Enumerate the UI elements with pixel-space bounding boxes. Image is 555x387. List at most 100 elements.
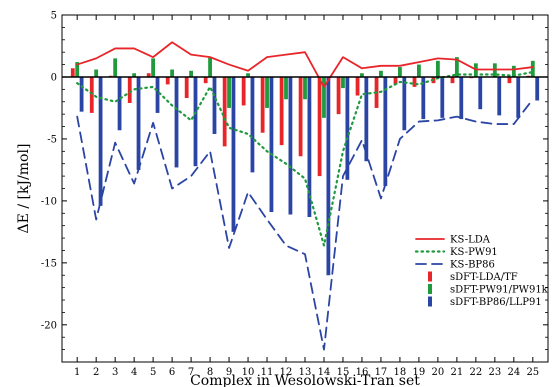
x-tick-label-15: 15: [337, 367, 350, 378]
bar-3-13: [307, 76, 312, 218]
bar-1-2: [89, 76, 94, 113]
x-tick-label-21: 21: [451, 367, 464, 378]
bar-1-5: [146, 73, 151, 77]
x-tick-label-24: 24: [507, 367, 520, 378]
x-tick-label-2: 2: [93, 367, 99, 378]
bar-2-14: [322, 76, 326, 118]
bar-2-7: [189, 70, 193, 77]
x-tick-label-10: 10: [242, 367, 255, 378]
x-tick-label-17: 17: [375, 367, 388, 378]
bar-3-16: [364, 76, 369, 162]
x-tick-label-12: 12: [280, 367, 293, 378]
bar-1-16: [355, 76, 360, 96]
x-tick-label-23: 23: [488, 367, 501, 378]
bar-2-13: [303, 76, 307, 100]
x-tick-label-3: 3: [112, 367, 118, 378]
x-tick-label-14: 14: [318, 367, 331, 378]
bar-3-25: [535, 76, 540, 101]
x-tick-label-4: 4: [131, 367, 137, 378]
bar-2-21: [454, 57, 459, 77]
line-series-3: [76, 98, 534, 351]
bar-3-20: [440, 76, 445, 118]
bar-2-24: [511, 65, 516, 77]
y-tick-label-4: -10: [41, 196, 57, 207]
bar-2-16: [360, 73, 364, 77]
bar-2-25: [530, 60, 535, 77]
bar-2-11: [265, 76, 269, 108]
x-tick-label-6: 6: [169, 367, 175, 378]
bar-3-22: [478, 76, 483, 110]
bar-3-8: [212, 76, 217, 134]
bar-3-4: [136, 76, 141, 170]
x-tick-label-20: 20: [432, 367, 445, 378]
bar-2-17: [379, 70, 383, 77]
bar-2-10: [246, 73, 250, 77]
bar-3-5: [155, 76, 160, 113]
bar-3-14: [326, 76, 331, 276]
bar-2-9: [227, 76, 231, 108]
bar-2-3: [113, 58, 118, 77]
x-tick-label-19: 19: [413, 367, 426, 378]
x-tick-label-5: 5: [150, 367, 156, 378]
line-series-1: [76, 41, 534, 88]
bar-3-23: [497, 76, 502, 116]
legend-label-bar-3: sDFT-BP86/LLP91: [450, 297, 542, 308]
bar-2-4: [132, 73, 137, 77]
bar-2-12: [284, 76, 288, 100]
bar-3-6: [174, 76, 179, 168]
bar-1-18: [393, 76, 398, 85]
bar-3-12: [288, 76, 293, 215]
bar-3-19: [421, 76, 426, 120]
bar-1-9: [222, 76, 227, 147]
bar-series-3: [79, 76, 540, 276]
bar-2-2: [94, 69, 99, 77]
bar-2-15: [341, 76, 345, 89]
y-tick-label-2: 0: [51, 72, 57, 83]
bar-3-9: [231, 76, 236, 232]
bar-3-18: [402, 76, 407, 131]
bar-3-2: [98, 76, 103, 206]
x-tick-label-8: 8: [207, 367, 213, 378]
bar-3-1: [79, 76, 84, 112]
bar-1-14: [317, 76, 322, 177]
plot-area: [70, 41, 540, 351]
bar-3-15: [345, 76, 350, 180]
x-tick-label-1: 1: [74, 367, 80, 378]
bar-1-1: [70, 68, 75, 77]
y-axis-label: ΔE / [kJ/mol]: [16, 144, 32, 234]
axes: 50-5-10-15-201 2 3 4 5 6 7 8 9 10 11 12 13 14 15 16 17 18…: [41, 11, 549, 378]
legend-label-bar-2: sDFT-PW91/PW91k: [450, 285, 549, 296]
bar-3-3: [117, 76, 122, 131]
bar-1-11: [260, 76, 265, 133]
bar-1-12: [279, 76, 284, 146]
legend-swatch-bar-3: [428, 296, 432, 307]
bar-1-13: [298, 76, 303, 157]
bar-1-8: [203, 76, 208, 84]
bar-1-7: [184, 76, 189, 99]
y-tick-label-3: -5: [47, 134, 57, 145]
bar-2-19: [417, 64, 421, 77]
bar-3-10: [250, 76, 255, 173]
y-tick-label-6: -20: [41, 320, 57, 331]
x-tick-label-18: 18: [394, 367, 407, 378]
bar-1-21: [450, 76, 455, 84]
y-tick-label-5: -15: [41, 258, 57, 269]
x-tick-label-11: 11: [261, 367, 274, 378]
x-tick-label-13: 13: [299, 367, 312, 378]
bar-3-7: [193, 76, 198, 167]
y-tick-label-1: 5: [51, 11, 57, 22]
bar-3-11: [269, 76, 274, 213]
bar-1-10: [241, 76, 246, 106]
legend-label-line-3: KS-BP86: [450, 260, 495, 271]
bar-1-24: [507, 76, 512, 84]
x-axis-label: Complex in Wesolowski-Tran set: [190, 373, 420, 387]
bar-1-6: [165, 76, 170, 85]
bar-3-24: [516, 76, 521, 118]
bar-3-21: [459, 76, 464, 120]
bar-2-8: [208, 57, 212, 77]
bar-1-4: [127, 76, 132, 103]
bar-2-6: [170, 69, 175, 77]
bar-2-20: [435, 60, 440, 77]
